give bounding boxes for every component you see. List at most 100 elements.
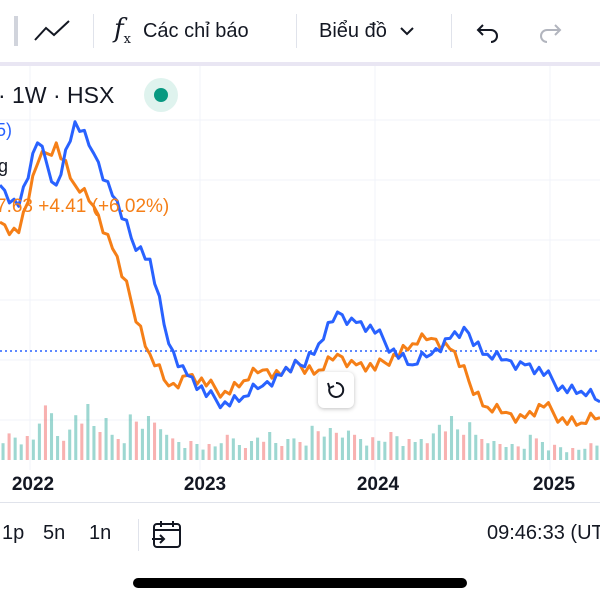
volume-bar	[62, 440, 66, 460]
volume-bar	[298, 442, 302, 460]
volume-bar	[577, 449, 581, 460]
volume-bar	[80, 423, 84, 460]
volume-bar	[528, 434, 532, 460]
clock-timezone[interactable]: 09:46:33 (UTC	[487, 522, 600, 544]
volume-bar	[346, 430, 351, 460]
volume-bar	[304, 445, 308, 460]
x-tick-label: 2022	[12, 474, 54, 495]
volume-bar	[201, 449, 205, 460]
line-chart-button[interactable]	[32, 0, 72, 62]
toolbar-edge	[14, 16, 18, 46]
redo-button[interactable]	[536, 0, 564, 62]
volume-bar	[189, 441, 193, 460]
price-chart[interactable]: 2022 2023 2024 2025	[0, 66, 600, 500]
legend-line-3: g	[0, 156, 9, 176]
volume-bar	[468, 422, 472, 460]
x-axis-labels: 2022 2023 2024 2025	[12, 474, 576, 495]
volume-bar	[292, 438, 296, 460]
x-tick-label: 2025	[533, 474, 576, 495]
series-line-blue	[0, 120, 600, 410]
volume-bar	[280, 446, 284, 460]
chart-grid	[0, 66, 600, 470]
volume-bar	[286, 439, 290, 460]
volume-bar	[389, 432, 393, 460]
toolbar-divider	[0, 62, 600, 66]
volume-bar	[274, 443, 278, 460]
volume-bar	[56, 436, 60, 460]
top-toolbar: fx Các chỉ báo Biểu đồ	[0, 0, 600, 62]
redo-icon	[540, 24, 562, 43]
volume-bar	[407, 439, 411, 460]
chevron-down-icon	[400, 27, 414, 36]
volume-bar	[231, 438, 235, 460]
volume-bar	[171, 438, 175, 460]
volume-bar	[37, 423, 41, 460]
volume-bar	[437, 424, 441, 460]
function-icon: fx	[114, 14, 131, 48]
volume-bar	[19, 444, 23, 460]
volume-bar	[353, 434, 357, 460]
market-status-indicator[interactable]	[144, 78, 178, 112]
volume-bar	[371, 437, 375, 460]
volume-bar	[504, 447, 508, 460]
legend-symbol[interactable]: · 1W · HSX	[0, 82, 115, 108]
timeframe-5n[interactable]: 5n	[43, 522, 66, 544]
timeframe-1p[interactable]: 1p	[2, 522, 25, 544]
volume-bar	[449, 416, 454, 460]
volume-bar	[492, 441, 496, 460]
volume-bar	[474, 434, 478, 460]
volume-bar	[480, 439, 484, 460]
volume-bar	[1, 443, 5, 460]
volume-bar	[462, 434, 466, 460]
volume-bar	[98, 432, 102, 460]
volume-bar	[219, 443, 223, 460]
undo-button[interactable]	[474, 0, 502, 62]
volume-bar	[498, 444, 502, 460]
volume-bar	[243, 448, 247, 460]
chart-type-button[interactable]	[14, 0, 18, 62]
status-dot-icon	[154, 88, 168, 102]
home-indicator	[133, 578, 467, 588]
volume-bar	[104, 418, 108, 460]
volume-bar	[565, 452, 569, 460]
reset-chart-button[interactable]	[318, 372, 354, 408]
volume-bar	[262, 441, 266, 460]
volume-bar	[86, 404, 90, 460]
volume-bar	[431, 433, 435, 460]
indicators-button[interactable]: fx Các chỉ báo	[114, 0, 249, 62]
volume-bar	[7, 433, 11, 460]
volume-bar	[456, 429, 460, 460]
volume-bar	[377, 440, 381, 460]
volume-bars	[1, 404, 599, 460]
volume-bar	[589, 443, 593, 460]
volume-bar	[249, 441, 254, 460]
bottom-divider	[0, 502, 600, 503]
volume-bar	[13, 437, 17, 460]
legend-change: 7.63 +4.41 (+6.02%)	[0, 196, 170, 217]
volume-bar	[413, 442, 417, 460]
volume-bar	[128, 414, 132, 460]
x-tick-label: 2024	[357, 474, 400, 495]
volume-bar	[140, 428, 144, 460]
legend-line-2: 5)	[0, 120, 13, 140]
volume-bar	[316, 431, 320, 460]
series-line-orange	[0, 141, 600, 427]
volume-bar	[546, 450, 551, 460]
volume-bar	[256, 437, 260, 460]
volume-bar	[74, 415, 78, 460]
volume-bar	[165, 434, 169, 460]
volume-bar	[25, 436, 29, 460]
volume-bar	[310, 425, 314, 460]
volume-bar	[49, 413, 54, 460]
volume-bar	[595, 445, 599, 460]
volume-bar	[177, 442, 181, 460]
volume-bar	[401, 446, 405, 460]
indicators-label: Các chỉ báo	[142, 19, 249, 42]
chart-menu-button[interactable]: Biểu đồ	[319, 0, 417, 62]
reset-icon	[327, 381, 345, 398]
volume-bar	[159, 429, 163, 460]
volume-bar	[183, 448, 187, 460]
go-to-date-icon[interactable]	[150, 519, 184, 551]
timeframe-1n[interactable]: 1n	[89, 522, 112, 544]
undo-icon	[476, 24, 498, 43]
